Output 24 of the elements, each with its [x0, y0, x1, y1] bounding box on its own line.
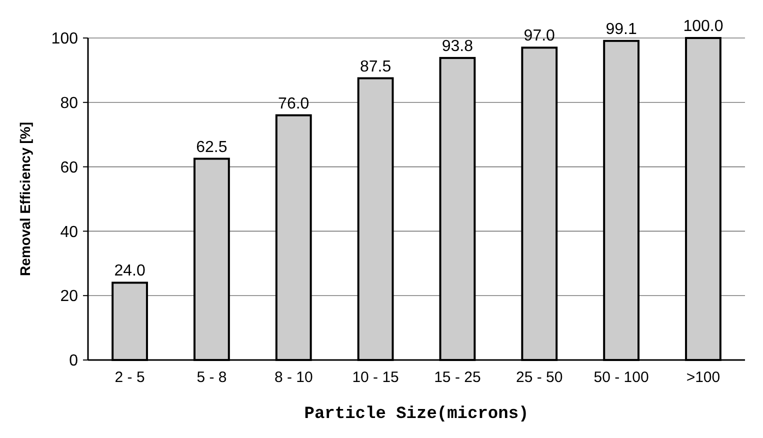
- data-label: 87.5: [360, 58, 392, 76]
- data-label: 99.1: [606, 20, 637, 38]
- y-tick-label: 40: [60, 224, 78, 241]
- data-label: 76.0: [278, 95, 310, 112]
- x-tick-label: 8 - 10: [274, 369, 313, 386]
- x-tick-label: 2 - 5: [114, 369, 145, 386]
- data-label: 100.0: [683, 18, 724, 35]
- y-tick-label: 100: [51, 30, 78, 48]
- x-axis-title: Particle Size(microns): [304, 405, 529, 424]
- x-tick-label: 5 - 8: [196, 369, 227, 386]
- x-tick-label: >100: [686, 369, 720, 386]
- x-tick-label: 15 - 25: [434, 369, 481, 386]
- y-tick-label: 80: [60, 95, 78, 112]
- y-tick-label: 0: [69, 352, 78, 370]
- data-label: 93.8: [442, 38, 474, 55]
- data-label: 62.5: [196, 138, 228, 156]
- y-tick-label: 60: [60, 159, 78, 176]
- y-axis-title: Removal Efficiency [%]: [17, 122, 33, 276]
- y-tick-label: 20: [60, 288, 78, 306]
- x-tick-label: 50 - 100: [594, 369, 649, 386]
- x-tick-label: 25 - 50: [516, 369, 563, 386]
- x-tick-label: 10 - 15: [352, 369, 399, 386]
- data-label: 97.0: [524, 28, 556, 45]
- data-label: 24.0: [114, 262, 146, 280]
